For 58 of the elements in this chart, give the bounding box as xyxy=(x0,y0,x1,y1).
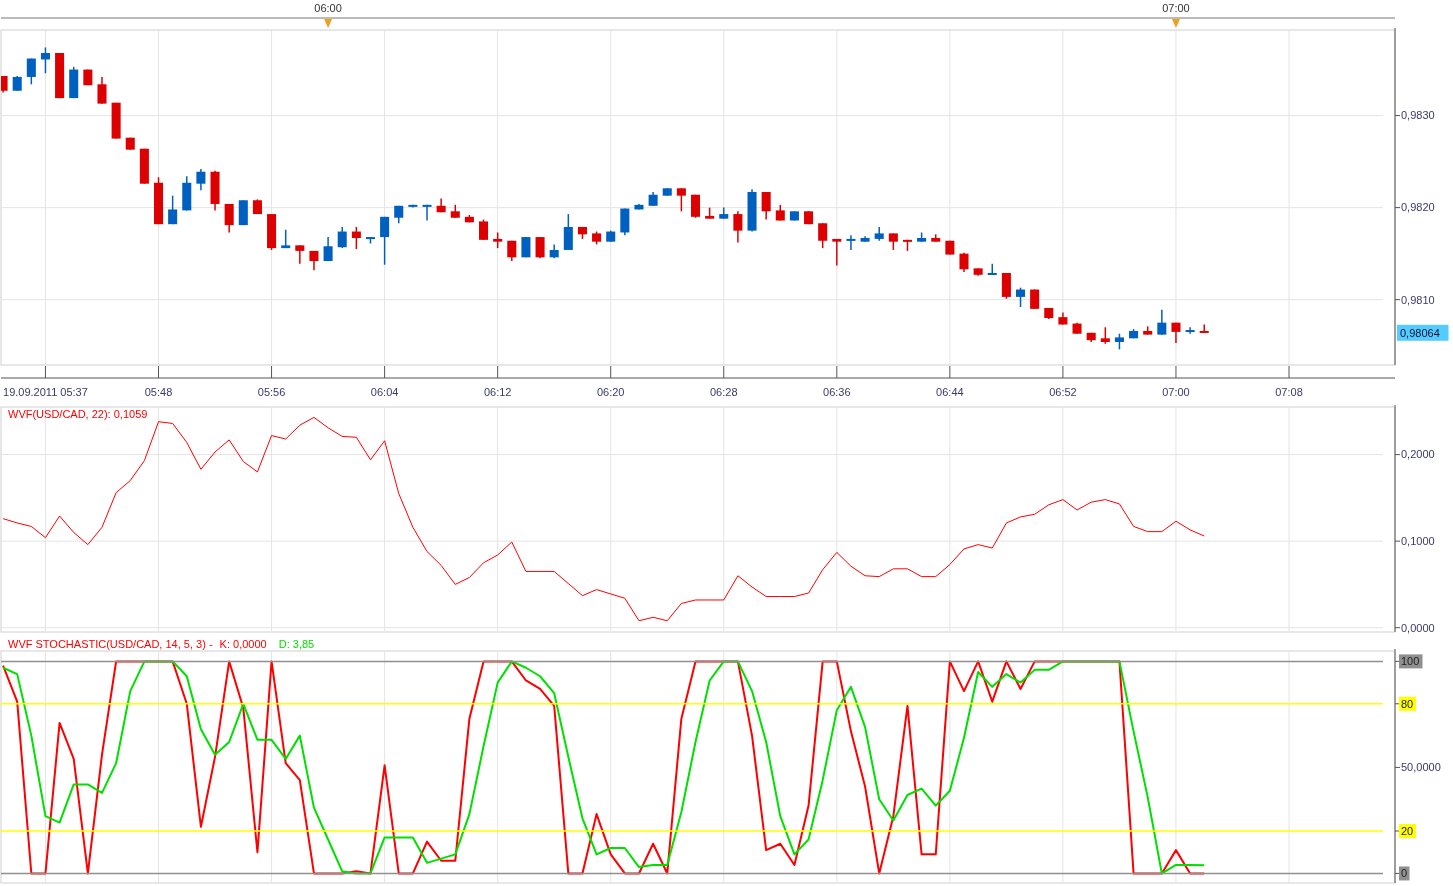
candlestick xyxy=(959,251,969,273)
y-tick-label: 100 xyxy=(1401,655,1420,668)
x-tick-label: 06:36 xyxy=(823,385,851,398)
candlestick xyxy=(380,216,390,266)
text: D: 3,85 xyxy=(278,638,315,650)
x-tick-label: 06:52 xyxy=(1049,385,1077,398)
text: 0,98064 xyxy=(1400,326,1440,339)
x-tick-label: 07:00 xyxy=(1162,385,1190,398)
candlestick xyxy=(224,203,234,234)
y-tick-label: 0,1000 xyxy=(1401,534,1435,547)
x-tick-label: 06:44 xyxy=(936,385,964,398)
candlestick xyxy=(535,236,545,259)
candlestick xyxy=(422,204,432,222)
candlestick xyxy=(196,168,206,191)
x-tick-label: 05:56 xyxy=(257,385,286,398)
y-tick-label: 0,9820 xyxy=(1401,201,1435,214)
candlestick xyxy=(168,194,178,225)
x-tick-label: 06:28 xyxy=(710,385,738,398)
candlestick xyxy=(676,187,686,213)
chart-title: WVF STOCHASTIC(USD/CAD, 14, 5, 3) - xyxy=(8,638,216,650)
x-tick-label: 07:08 xyxy=(1275,385,1303,398)
candlestick xyxy=(846,234,856,251)
candlestick xyxy=(1199,323,1209,334)
y-tick-label: 0,9830 xyxy=(1401,109,1435,122)
y-tick-label: 0,9810 xyxy=(1401,293,1435,306)
x-tick-label: 06:20 xyxy=(596,385,625,398)
candlestick xyxy=(1157,309,1167,336)
candlestick xyxy=(818,222,828,249)
candlestick xyxy=(351,226,361,250)
candlestick xyxy=(337,226,347,249)
candlestick xyxy=(832,238,842,267)
y-tick-label: 20 xyxy=(1401,824,1414,837)
x-tick-label: 06:04 xyxy=(370,385,399,398)
candlestick xyxy=(1001,272,1011,300)
candlestick xyxy=(40,46,50,75)
y-tick-label: 0 xyxy=(1401,867,1408,880)
candlestick xyxy=(620,207,630,236)
candlestick xyxy=(26,57,36,86)
candlestick xyxy=(1016,286,1026,308)
candlestick xyxy=(295,244,305,265)
candlestick xyxy=(1185,326,1195,335)
x-tick-label: 05:48 xyxy=(144,385,173,398)
candlestick xyxy=(733,210,743,244)
line-series xyxy=(2,660,1206,875)
candlestick xyxy=(761,191,771,221)
series-label: K: 0,0000 xyxy=(219,638,267,650)
candlestick xyxy=(479,218,489,241)
y-tick-label: 80 xyxy=(1401,697,1414,710)
text: 06:00 xyxy=(314,2,342,14)
x-tick-label: 19.09.2011 05:37 xyxy=(3,385,88,398)
chart-title: WVF(USD/CAD, 22): 0,1059 xyxy=(8,408,148,420)
y-tick-label: 0,2000 xyxy=(1401,448,1435,461)
candlestick xyxy=(563,213,573,251)
x-tick-label: 06:12 xyxy=(483,385,512,398)
y-tick-label: 50,0000 xyxy=(1401,761,1441,774)
y-tick-label: 0,0000 xyxy=(1401,621,1435,634)
text: 07:00 xyxy=(1162,2,1190,14)
candlestick xyxy=(97,76,107,105)
